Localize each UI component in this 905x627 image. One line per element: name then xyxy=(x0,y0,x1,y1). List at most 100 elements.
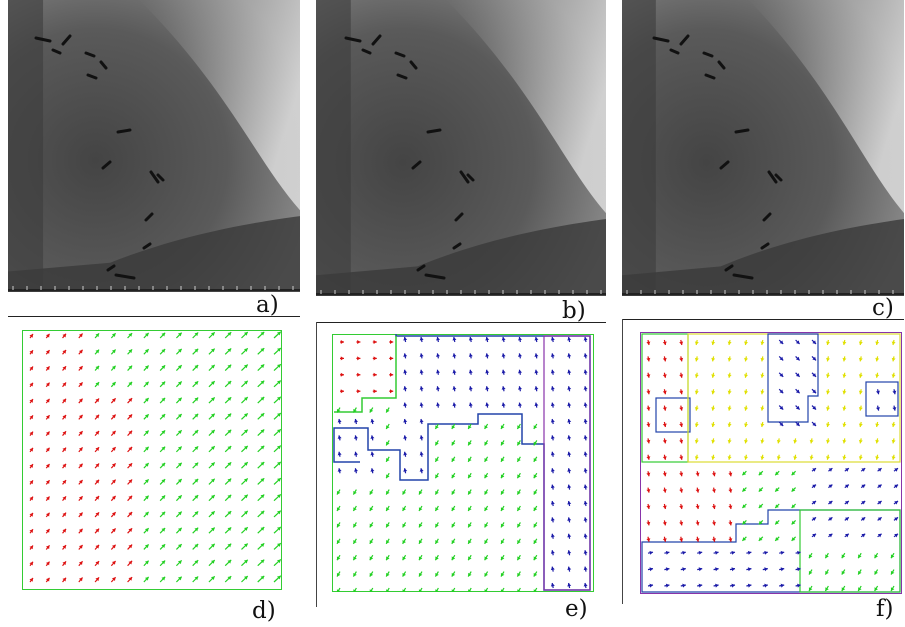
vector-arrowhead xyxy=(712,472,716,477)
vector-arrowhead xyxy=(711,357,716,362)
vector-arrowhead xyxy=(894,533,898,538)
vector-arrowhead xyxy=(877,517,882,521)
vector-arrowhead xyxy=(550,435,555,439)
vector-arrowhead xyxy=(144,463,149,467)
vector-arrowhead xyxy=(861,484,866,489)
vector-arrowhead xyxy=(711,374,716,378)
marker-8 xyxy=(149,170,160,184)
vector-field-f xyxy=(640,332,902,594)
vector-arrowhead xyxy=(78,366,83,370)
vector-arrowhead xyxy=(468,386,473,390)
vector-arrowhead xyxy=(842,407,847,411)
vector-arrowhead xyxy=(244,527,248,531)
vector-arrowhead xyxy=(583,386,588,390)
vector-arrowhead xyxy=(451,458,456,462)
vector-arrowhead xyxy=(517,490,521,495)
vector-arrowhead xyxy=(62,431,67,436)
vector-arrowhead xyxy=(711,456,716,460)
vector-arrowhead xyxy=(744,407,748,411)
vector-arrowhead xyxy=(517,507,521,511)
vector-arrowhead xyxy=(111,382,116,386)
vector-arrowhead xyxy=(277,380,281,385)
vector-arrowhead xyxy=(567,484,572,489)
vector-arrowhead xyxy=(111,398,116,403)
vector-arrowhead xyxy=(791,537,796,541)
vector-arrowhead xyxy=(875,423,880,427)
vector-arrowhead xyxy=(244,559,248,564)
vector-arrowhead xyxy=(742,537,747,541)
vector-arrowhead xyxy=(793,456,798,460)
vector-arrowhead xyxy=(369,490,374,495)
vector-arrowhead xyxy=(260,348,265,352)
vector-arrowhead xyxy=(875,374,880,378)
vector-arrowhead xyxy=(679,407,684,411)
vector-arrowhead xyxy=(177,511,182,516)
vector-arrowhead xyxy=(842,374,847,378)
vector-arrowhead xyxy=(715,550,719,555)
vector-arrowhead xyxy=(646,390,651,395)
vector-arrowhead xyxy=(583,566,588,571)
vector-arrowhead xyxy=(662,341,667,345)
vector-arrowhead xyxy=(336,507,341,511)
vector-arrowhead xyxy=(744,390,748,395)
vector-arrowhead xyxy=(468,556,472,561)
vector-arrowhead xyxy=(29,415,33,420)
region-boundary-blue-3 xyxy=(865,381,899,417)
vector-arrowhead xyxy=(845,517,849,521)
vector-arrowhead xyxy=(260,575,265,580)
xray-svg xyxy=(622,0,904,296)
vector-arrowhead xyxy=(95,463,100,468)
vector-arrowhead xyxy=(694,341,699,345)
vector-arrowhead xyxy=(825,554,829,559)
vector-arrowhead xyxy=(550,337,555,341)
vector-arrowhead xyxy=(435,540,439,544)
vector-arrowhead xyxy=(775,537,779,541)
vector-arrowhead xyxy=(891,357,896,362)
vector-arrowhead xyxy=(533,458,538,462)
vector-arrowhead xyxy=(128,560,133,565)
vector-arrowhead xyxy=(731,583,735,588)
vector-arrowhead xyxy=(779,340,784,344)
vector-arrowhead xyxy=(828,484,833,489)
vector-arrowhead xyxy=(468,458,472,462)
vector-arrowhead xyxy=(894,517,898,521)
vector-field-e xyxy=(332,334,594,594)
vector-arrowhead xyxy=(386,408,390,413)
vector-arrowhead xyxy=(518,353,522,357)
vector-arrowhead xyxy=(468,490,472,495)
vector-arrowhead xyxy=(62,561,67,566)
vector-arrowhead xyxy=(711,423,716,427)
vector-arrowhead xyxy=(144,544,149,549)
vector-arrowhead xyxy=(517,441,521,446)
vector-arrowhead xyxy=(583,533,588,538)
vector-arrowhead xyxy=(501,353,506,357)
vector-arrowhead xyxy=(62,382,67,387)
vector-arrowhead xyxy=(646,456,651,460)
vector-arrowhead xyxy=(403,419,408,423)
vector-arrowhead xyxy=(95,365,100,370)
vector-arrowhead xyxy=(534,337,539,341)
marker-12 xyxy=(732,273,754,280)
vector-arrowhead xyxy=(402,556,406,561)
vector-arrowhead xyxy=(891,456,896,460)
vector-arrowhead xyxy=(227,397,232,401)
vector-arrowhead xyxy=(336,540,341,544)
vector-arrowhead xyxy=(452,369,457,374)
region-boundary-purple xyxy=(543,335,591,591)
vector-arrowhead xyxy=(95,431,100,435)
vector-arrowhead xyxy=(550,419,555,423)
vector-arrowhead xyxy=(210,364,215,369)
vector-arrowhead xyxy=(550,369,555,374)
vector-arrowhead xyxy=(518,369,522,374)
vector-arrowhead xyxy=(826,439,830,444)
vector-arrowhead xyxy=(62,447,67,452)
vector-arrowhead xyxy=(45,496,50,501)
vector-arrowhead xyxy=(468,441,472,446)
vector-arrowhead xyxy=(583,369,588,374)
vector-arrowhead xyxy=(662,439,667,444)
vector-arrowhead xyxy=(128,544,133,549)
vector-arrowhead xyxy=(45,333,50,338)
vector-arrowhead xyxy=(694,423,699,427)
vector-arrowhead xyxy=(403,435,408,439)
xray-left-shadow xyxy=(622,0,656,296)
